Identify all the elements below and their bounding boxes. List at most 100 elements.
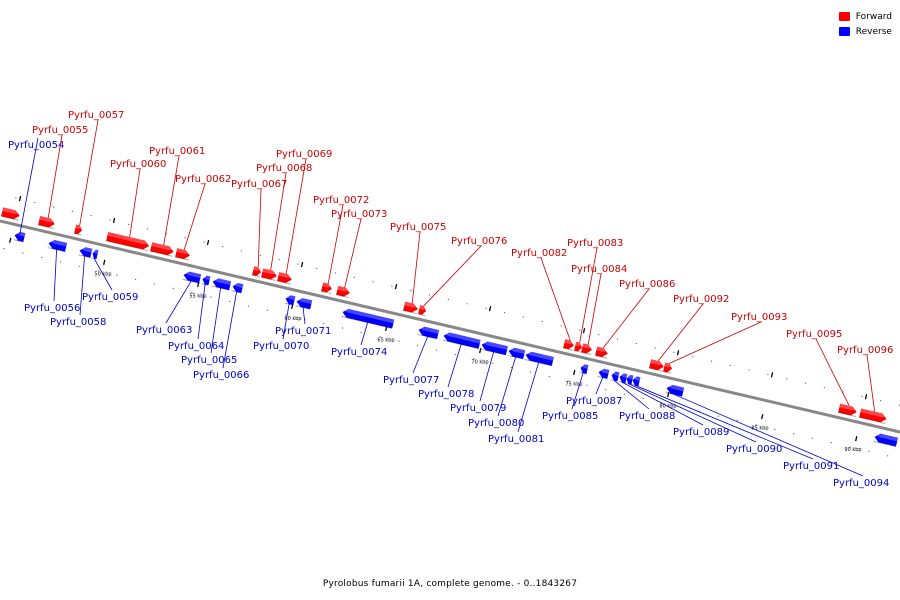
gene-arrow[interactable]	[285, 294, 296, 306]
reverse-gene[interactable]	[610, 371, 620, 382]
reverse-gene[interactable]	[201, 275, 211, 286]
forward-gene[interactable]	[663, 362, 673, 374]
gene-arrow[interactable]	[619, 373, 628, 384]
forward-gene[interactable]	[321, 282, 333, 294]
gene-arrow[interactable]	[232, 282, 244, 293]
forward-gene[interactable]	[595, 346, 609, 359]
gene-label[interactable]: Pyrfu_0084	[571, 264, 627, 275]
forward-gene[interactable]	[261, 268, 278, 281]
gene-label[interactable]: Pyrfu_0096	[837, 345, 893, 356]
gene-label[interactable]: Pyrfu_0083	[567, 238, 623, 249]
gene-arrow[interactable]	[859, 408, 887, 424]
forward-gene[interactable]	[336, 285, 351, 299]
gene-label[interactable]: Pyrfu_0073	[331, 209, 387, 220]
reverse-gene[interactable]	[417, 326, 440, 340]
gene-label[interactable]: Pyrfu_0077	[383, 375, 439, 386]
forward-gene[interactable]	[403, 301, 419, 315]
reverse-gene[interactable]	[47, 239, 68, 253]
gene-arrow[interactable]	[598, 368, 610, 379]
reverse-gene[interactable]	[211, 277, 232, 291]
gene-arrow[interactable]	[611, 371, 620, 382]
gene-label[interactable]: Pyrfu_0055	[32, 125, 88, 136]
reverse-gene[interactable]	[182, 270, 202, 284]
gene-arrow[interactable]	[580, 364, 589, 374]
gene-arrow[interactable]	[418, 305, 427, 315]
forward-gene[interactable]	[838, 403, 858, 417]
gene-arrow[interactable]	[626, 374, 634, 385]
gene-arrow[interactable]	[183, 270, 202, 284]
gene-arrow[interactable]	[38, 216, 56, 228]
gene-label[interactable]: Pyrfu_0058	[50, 317, 106, 328]
gene-arrow[interactable]	[649, 359, 665, 371]
gene-arrow[interactable]	[48, 239, 68, 252]
gene-label[interactable]: Pyrfu_0074	[331, 347, 387, 358]
gene-arrow[interactable]	[563, 339, 575, 350]
forward-gene[interactable]	[563, 339, 575, 351]
gene-label[interactable]: Pyrfu_0057	[68, 110, 124, 121]
gene-label[interactable]: Pyrfu_0067	[231, 179, 287, 190]
gene-arrow[interactable]	[336, 285, 351, 298]
forward-gene[interactable]	[859, 408, 888, 424]
reverse-gene[interactable]	[579, 364, 589, 375]
gene-arrow[interactable]	[574, 341, 583, 352]
gene-arrow[interactable]	[1, 207, 21, 220]
gene-label[interactable]: Pyrfu_0062	[175, 174, 231, 185]
gene-arrow[interactable]	[106, 231, 150, 251]
gene-arrow[interactable]	[403, 301, 419, 314]
gene-label[interactable]: Pyrfu_0094	[833, 478, 889, 489]
gene-arrow[interactable]	[261, 268, 278, 280]
reverse-gene[interactable]	[597, 368, 610, 380]
gene-label[interactable]: Pyrfu_0063	[136, 325, 192, 336]
gene-arrow[interactable]	[443, 331, 481, 349]
forward-gene[interactable]	[74, 224, 83, 236]
gene-label[interactable]: Pyrfu_0064	[168, 341, 224, 352]
reverse-gene[interactable]	[341, 308, 395, 329]
gene-arrow[interactable]	[874, 432, 899, 447]
reverse-gene[interactable]	[231, 282, 244, 294]
gene-arrow[interactable]	[342, 308, 395, 329]
gene-arrow[interactable]	[418, 326, 440, 339]
gene-arrow[interactable]	[481, 340, 508, 356]
gene-arrow[interactable]	[838, 403, 858, 417]
reverse-gene[interactable]	[295, 297, 313, 310]
gene-label[interactable]: Pyrfu_0091	[783, 461, 839, 472]
forward-gene[interactable]	[252, 266, 262, 278]
gene-label[interactable]: Pyrfu_0079	[450, 403, 506, 414]
reverse-gene[interactable]	[507, 347, 526, 360]
gene-label[interactable]: Pyrfu_0071	[275, 326, 331, 337]
gene-label[interactable]: Pyrfu_0085	[542, 411, 598, 422]
forward-gene[interactable]	[38, 216, 56, 229]
gene-arrow[interactable]	[632, 376, 641, 387]
gene-label[interactable]: Pyrfu_0086	[619, 279, 675, 290]
gene-label[interactable]: Pyrfu_0069	[276, 149, 332, 160]
gene-label[interactable]: Pyrfu_0060	[110, 159, 166, 170]
gene-arrow[interactable]	[581, 343, 593, 354]
forward-gene[interactable]	[277, 272, 293, 285]
gene-arrow[interactable]	[595, 346, 609, 359]
gene-label[interactable]: Pyrfu_0072	[313, 195, 369, 206]
gene-arrow[interactable]	[663, 362, 673, 374]
gene-arrow[interactable]	[296, 297, 313, 310]
gene-arrow[interactable]	[525, 351, 554, 366]
forward-gene[interactable]	[574, 341, 583, 353]
gene-label[interactable]: Pyrfu_0066	[193, 370, 249, 381]
forward-gene[interactable]	[581, 343, 593, 355]
gene-label[interactable]: Pyrfu_0070	[253, 341, 309, 352]
gene-label[interactable]: Pyrfu_0078	[418, 389, 474, 400]
gene-arrow[interactable]	[666, 384, 685, 397]
gene-label[interactable]: Pyrfu_0081	[488, 434, 544, 445]
gene-arrow[interactable]	[74, 224, 83, 235]
reverse-gene[interactable]	[524, 351, 554, 367]
forward-gene[interactable]	[1, 207, 21, 221]
gene-label[interactable]: Pyrfu_0056	[24, 303, 80, 314]
gene-arrow[interactable]	[212, 277, 232, 291]
gene-arrow[interactable]	[14, 231, 26, 242]
reverse-gene[interactable]	[618, 373, 628, 384]
reverse-gene[interactable]	[284, 294, 296, 306]
gene-arrow[interactable]	[277, 272, 293, 284]
reverse-gene[interactable]	[91, 249, 99, 260]
reverse-gene[interactable]	[665, 384, 685, 397]
gene-label[interactable]: Pyrfu_0092	[673, 294, 729, 305]
gene-arrow[interactable]	[321, 282, 333, 293]
gene-arrow[interactable]	[150, 242, 174, 256]
